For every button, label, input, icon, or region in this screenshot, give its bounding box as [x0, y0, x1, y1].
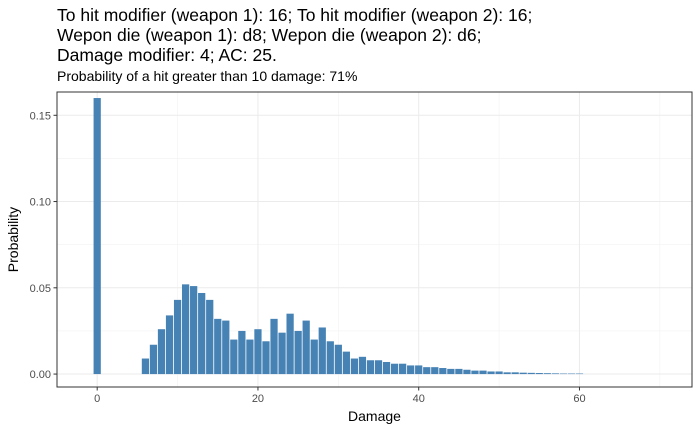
bar: [262, 341, 270, 375]
bar: [350, 358, 359, 375]
bar: [479, 370, 487, 375]
bar: [366, 360, 375, 375]
chart-title: To hit modifier (weapon 1): 16; To hit m…: [57, 5, 532, 65]
axes: 0 20 40 60 0.00 0.05 0.10 0.15: [30, 110, 586, 405]
bar: [559, 373, 568, 375]
bar: [318, 327, 326, 375]
bar: [447, 368, 455, 375]
bar: [238, 330, 246, 375]
y-tick-label: 0.00: [30, 369, 51, 381]
bar: [511, 372, 519, 375]
bar: [141, 358, 150, 375]
bar: [519, 372, 527, 375]
bar: [157, 329, 166, 375]
bar: [190, 286, 198, 375]
bar: [198, 292, 206, 375]
y-axis-title: Probability: [5, 207, 21, 272]
y-tick-label: 0.15: [30, 110, 51, 122]
bars: [93, 98, 584, 375]
bar: [310, 339, 318, 375]
bar: [270, 318, 278, 375]
chart-subtitle: Probability of a hit greater than 10 dam…: [57, 68, 358, 84]
bar: [527, 372, 535, 375]
chart-title-line-3: Damage modifier: 4; AC: 25.: [57, 45, 277, 65]
bar: [423, 367, 431, 375]
bar: [439, 368, 447, 375]
bar: [471, 370, 479, 375]
bar: [326, 341, 334, 375]
y-tick-label: 0.05: [30, 283, 51, 295]
x-tick-label: 20: [252, 393, 264, 405]
bar: [246, 339, 254, 375]
bar: [407, 365, 415, 375]
bar: [495, 371, 503, 375]
bar: [463, 369, 471, 375]
bar: [222, 320, 230, 375]
bar: [302, 320, 310, 375]
bar: [551, 373, 559, 375]
x-axis-title: Damage: [348, 408, 401, 424]
bar: [374, 360, 383, 375]
bar: [230, 339, 238, 375]
bar: [358, 356, 367, 375]
y-tick-label: 0.10: [30, 197, 51, 209]
bar: [214, 318, 222, 375]
x-tick-label: 0: [94, 393, 100, 405]
x-tick-label: 60: [573, 393, 585, 405]
bar: [165, 315, 174, 375]
bar: [342, 351, 350, 375]
bar: [543, 373, 551, 375]
chart-title-line-1: To hit modifier (weapon 1): 16; To hit m…: [57, 5, 533, 25]
bar: [294, 330, 302, 375]
bar: [455, 368, 463, 375]
bar: [382, 361, 391, 375]
plot-border: [56, 91, 693, 388]
bar: [93, 98, 101, 375]
bar: [503, 372, 511, 375]
bar: [286, 313, 294, 375]
bar: [206, 299, 214, 375]
bar: [181, 284, 190, 375]
bar: [254, 329, 262, 375]
bar: [575, 373, 584, 375]
bar: [399, 363, 407, 375]
x-tick-label: 40: [413, 393, 425, 405]
bar: [487, 371, 495, 375]
bar: [390, 363, 399, 375]
chart-title-line-2: Wepon die (weapon 1): d8; Wepon die (wea…: [57, 25, 482, 45]
bar: [149, 344, 158, 375]
bar: [535, 373, 543, 375]
plot-panel: [57, 92, 692, 387]
bar: [431, 367, 439, 375]
bar: [173, 299, 182, 375]
bar: [334, 344, 342, 375]
bar: [278, 332, 286, 375]
bar: [567, 373, 576, 375]
bar: [415, 365, 423, 375]
